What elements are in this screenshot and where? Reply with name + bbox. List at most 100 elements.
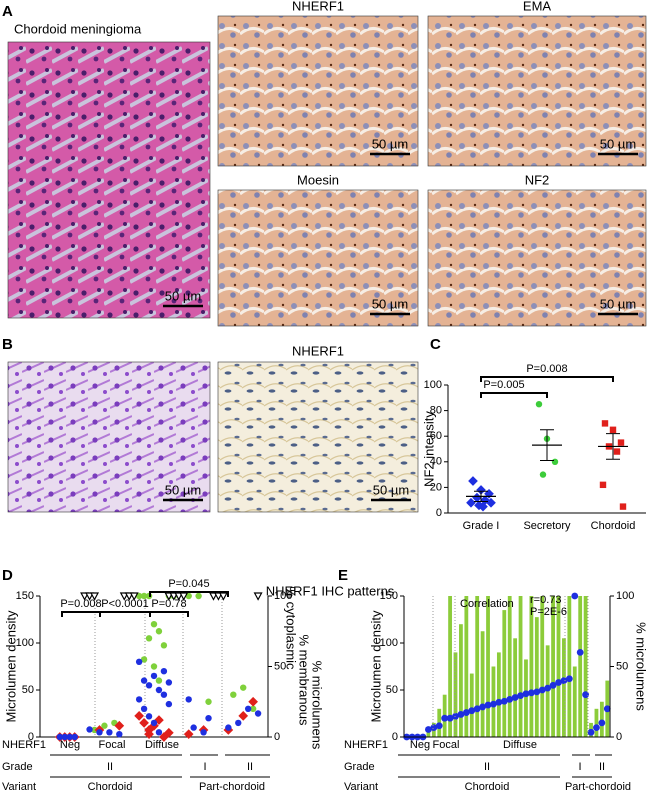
data-point (430, 724, 438, 731)
x-tick-label: Grade I (463, 520, 500, 532)
y-tick-label: 100 (274, 590, 292, 602)
data-point (473, 705, 481, 713)
data-point (140, 656, 148, 663)
bar (459, 624, 463, 737)
error-bar (606, 433, 620, 460)
scale-bar-label: 50 µm (373, 482, 409, 497)
chart-title: NHERF1 IHC patterns (266, 583, 395, 598)
row-label: I (203, 761, 206, 773)
x-tick-label: Secretory (523, 520, 571, 532)
data-point (599, 481, 607, 489)
data-point (155, 686, 163, 694)
data-point (511, 694, 519, 701)
y-tick-label: 50 (616, 660, 628, 672)
y-tick-label: 60 (430, 430, 442, 442)
data-point (155, 628, 163, 635)
data-point (155, 729, 163, 736)
data-point (593, 724, 600, 731)
data-point (134, 711, 144, 721)
data-point (609, 426, 617, 433)
panel-label: B (2, 336, 13, 353)
y-tick-label: 40 (430, 456, 442, 468)
bar (529, 596, 534, 737)
data-point (571, 592, 579, 600)
data-point (140, 592, 148, 600)
row-label: Diffuse (145, 739, 179, 751)
bar (513, 638, 518, 737)
significance-bracket (480, 376, 614, 382)
data-point (140, 677, 148, 684)
data-point (140, 705, 148, 712)
data-point (446, 714, 454, 722)
data-point (101, 722, 108, 729)
micrograph (7, 361, 211, 513)
row-label: Focal (433, 739, 460, 751)
bar (480, 631, 485, 737)
data-point (145, 713, 153, 720)
y-tick-label: 100 (380, 637, 398, 649)
data-point (91, 726, 98, 734)
data-point (603, 705, 611, 713)
bar (583, 596, 588, 737)
data-point (56, 733, 64, 741)
data-point (254, 710, 262, 717)
data-point (560, 677, 568, 684)
bar (448, 596, 452, 737)
data-point (150, 672, 158, 680)
data-point (230, 691, 237, 698)
data-point (538, 686, 546, 694)
micrograph (217, 361, 419, 513)
y-tick-label: 50 (274, 660, 286, 672)
data-point (145, 682, 153, 689)
panel-label: D (2, 567, 13, 584)
data-point (576, 649, 584, 656)
significance-bracket (149, 591, 229, 597)
scale-bar-label: 50 µm (165, 288, 201, 303)
data-point (601, 420, 609, 427)
y-tick-label: 20 (430, 481, 442, 493)
annotation: P=0.78 (151, 598, 186, 610)
row-label: II (484, 761, 490, 773)
image-title: Chordoid meningioma (14, 21, 142, 36)
axis-label: NF2 intensity (421, 411, 436, 487)
data-point (587, 728, 595, 736)
micrograph (7, 41, 211, 319)
row-label: Neg (410, 739, 430, 751)
axis-label: % membranous (297, 634, 312, 726)
data-point (205, 715, 212, 722)
data-point (582, 691, 590, 699)
y-tick-label: 0 (274, 731, 280, 743)
y-tick-label: 50 (386, 684, 398, 696)
data-point (535, 401, 543, 408)
data-point (200, 729, 207, 736)
data-point (150, 719, 158, 727)
significance-bracket (480, 392, 548, 398)
data-point (66, 733, 73, 741)
panel-label: E (338, 567, 348, 584)
bar (556, 596, 561, 737)
data-point (90, 592, 100, 601)
data-point (441, 714, 449, 722)
row-name: NHERF1 (344, 739, 388, 751)
data-point (165, 700, 173, 708)
bar (453, 652, 458, 737)
y-tick-label: 150 (380, 590, 398, 602)
axis-label: % cytoplasmic (284, 586, 299, 670)
annotation: r=0.73 (530, 594, 562, 606)
annotation: P=0.008 (526, 363, 567, 375)
significance-bracket (61, 611, 101, 617)
annotation: P=0.008 (60, 598, 101, 610)
row-label: II (247, 761, 253, 773)
axis-label: Microlumen density (3, 610, 18, 722)
data-point (490, 700, 497, 708)
x-tick-label: Chordoid (591, 520, 636, 532)
micrograph (217, 189, 419, 327)
y-tick-label: 0 (616, 731, 622, 743)
image-title: NHERF1 (292, 0, 344, 13)
bar (567, 596, 572, 737)
y-tick-label: 0 (436, 507, 442, 519)
image-title: EMA (523, 0, 552, 13)
data-point (160, 642, 168, 649)
data-point (466, 497, 476, 508)
bar (578, 596, 583, 737)
